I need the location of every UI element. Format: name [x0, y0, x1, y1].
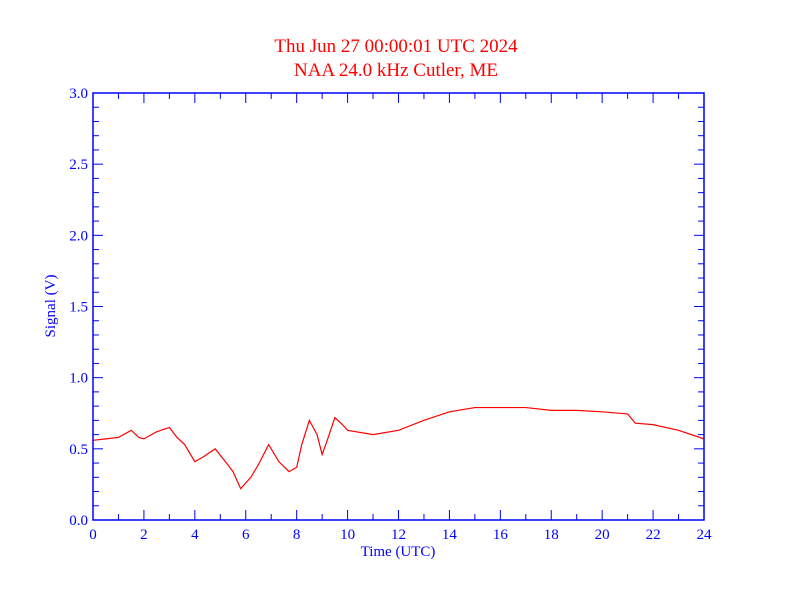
- plot-frame: [92, 92, 705, 521]
- y-tick-label: 0.5: [69, 442, 88, 458]
- y-tick-label: 0.0: [69, 513, 88, 529]
- x-tick-label: 16: [493, 527, 509, 543]
- x-tick-label: 0: [89, 527, 97, 543]
- x-tick-label: 22: [646, 527, 661, 543]
- y-tick-label: 1.5: [69, 300, 88, 316]
- x-tick-label: 10: [340, 527, 355, 543]
- x-tick-label: 6: [242, 527, 250, 543]
- chart-title: Thu Jun 27 00:00:01 UTC 2024: [274, 36, 518, 57]
- x-axis-title: Time (UTC): [361, 544, 436, 560]
- chart-subtitle: NAA 24.0 kHz Cutler, ME: [294, 60, 498, 81]
- x-tick-label: 4: [191, 527, 199, 543]
- x-tick-label: 8: [293, 527, 301, 543]
- y-tick-label: 2.5: [69, 157, 88, 173]
- x-tick-label: 20: [595, 527, 610, 543]
- y-tick-label: 1.0: [69, 371, 88, 387]
- x-tick-label: 24: [697, 527, 713, 543]
- y-axis-title: Signal (V): [43, 275, 59, 338]
- x-tick-label: 14: [442, 527, 458, 543]
- y-tick-label: 3.0: [69, 86, 88, 102]
- y-tick-label: 2.0: [69, 228, 88, 244]
- x-tick-label: 2: [140, 527, 148, 543]
- series-line: [92, 406, 705, 490]
- x-tick-label: 18: [544, 527, 559, 543]
- x-tick-label: 12: [391, 527, 406, 543]
